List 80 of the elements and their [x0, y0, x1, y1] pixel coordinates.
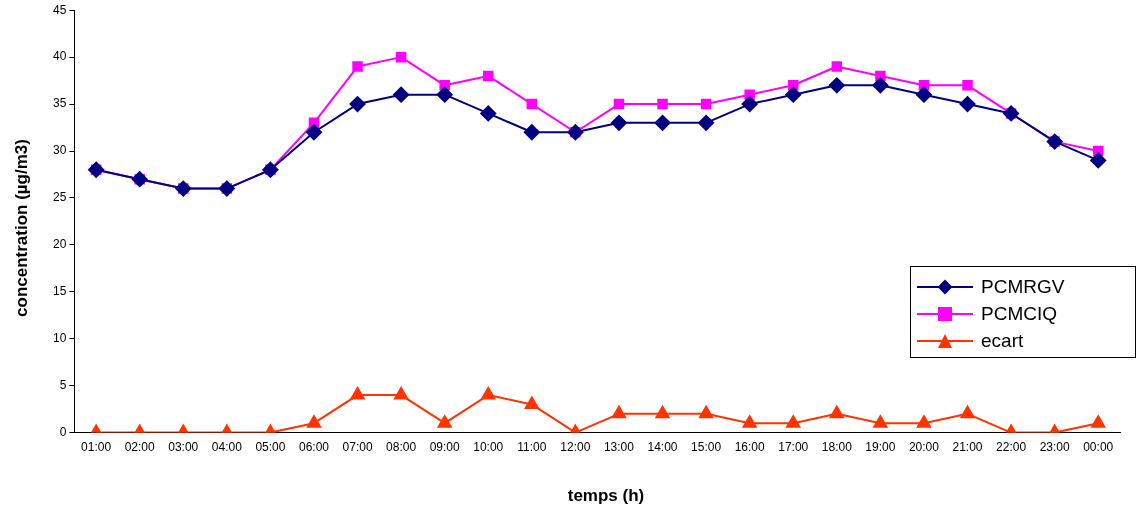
x-tick-label: 12:00: [560, 440, 591, 455]
x-tick-label: 19:00: [865, 440, 896, 455]
x-tick-label: 01:00: [81, 440, 112, 455]
point: [524, 396, 539, 409]
point: [1091, 415, 1106, 428]
point: [915, 86, 932, 103]
point: [613, 98, 625, 110]
x-tick-label: 16:00: [734, 440, 765, 455]
point: [352, 61, 363, 72]
y-tick-label: 5: [59, 377, 67, 392]
point: [393, 86, 410, 103]
y-tick-label: 15: [52, 284, 67, 299]
x-tick-label: 10:00: [473, 440, 504, 455]
x-axis-title: temps (h): [567, 486, 645, 506]
x-tick-label: 07:00: [342, 440, 373, 455]
point: [741, 96, 758, 113]
point: [916, 415, 931, 428]
y-tick-label: 40: [52, 49, 67, 64]
point: [483, 70, 494, 82]
point: [395, 51, 407, 63]
point: [700, 98, 712, 110]
y-tick-label: 20: [52, 237, 67, 252]
point: [828, 77, 845, 94]
x-tick-label: 21:00: [952, 440, 983, 455]
point: [350, 387, 365, 400]
x-tick-label: 03:00: [168, 440, 199, 455]
point: [480, 105, 497, 122]
point: [523, 124, 540, 141]
point: [305, 124, 322, 141]
x-tick-label: 23:00: [1039, 440, 1070, 455]
point: [1090, 152, 1107, 169]
x-tick-label: 05:00: [255, 440, 286, 455]
point: [654, 114, 671, 131]
x-tick-label: 15:00: [691, 440, 722, 455]
x-tick-label: 14:00: [647, 440, 678, 455]
point: [872, 77, 889, 94]
x-tick-label: 22:00: [996, 440, 1027, 455]
point: [610, 114, 627, 131]
point: [526, 98, 538, 110]
point: [873, 415, 888, 428]
point: [394, 387, 409, 400]
point: [349, 96, 366, 113]
x-tick-label: 18:00: [821, 440, 853, 455]
y-tick-label: 45: [52, 2, 67, 17]
x-tick-label: 20:00: [908, 440, 940, 455]
point: [306, 415, 322, 428]
y-tick-label: 30: [52, 143, 67, 158]
point: [785, 86, 802, 103]
y-tick-label: 35: [52, 96, 67, 111]
legend-label: PCMCIQ: [981, 302, 1057, 325]
y-tick-label: 0: [59, 424, 67, 439]
point: [611, 405, 627, 419]
point: [436, 86, 453, 103]
point: [698, 114, 715, 131]
x-tick-label: 02:00: [124, 440, 156, 455]
point: [829, 405, 844, 419]
point: [699, 405, 714, 419]
legend-label: PCMRGV: [981, 275, 1065, 298]
legend-label: ecart: [981, 329, 1024, 352]
point: [481, 387, 496, 400]
x-tick-label: 00:00: [1083, 440, 1114, 455]
point: [959, 96, 976, 113]
x-tick-label: 09:00: [429, 440, 461, 455]
x-tick-label: 13:00: [603, 440, 635, 455]
x-tick-label: 11:00: [517, 440, 547, 455]
point: [786, 415, 801, 428]
point: [831, 61, 843, 72]
x-tick-label: 06:00: [298, 440, 330, 455]
x-tick-label: 04:00: [211, 440, 243, 455]
point: [657, 98, 668, 110]
x-tick-label: 17:00: [778, 440, 809, 455]
point: [437, 415, 452, 428]
point: [962, 80, 973, 91]
y-tick-label: 10: [52, 331, 67, 346]
y-tick-label: 25: [52, 190, 67, 205]
point: [742, 415, 757, 428]
point: [960, 405, 975, 419]
x-tick-label: 08:00: [386, 440, 417, 455]
y-axis-title: concentration (µg/m3): [12, 139, 32, 317]
point: [655, 405, 670, 419]
